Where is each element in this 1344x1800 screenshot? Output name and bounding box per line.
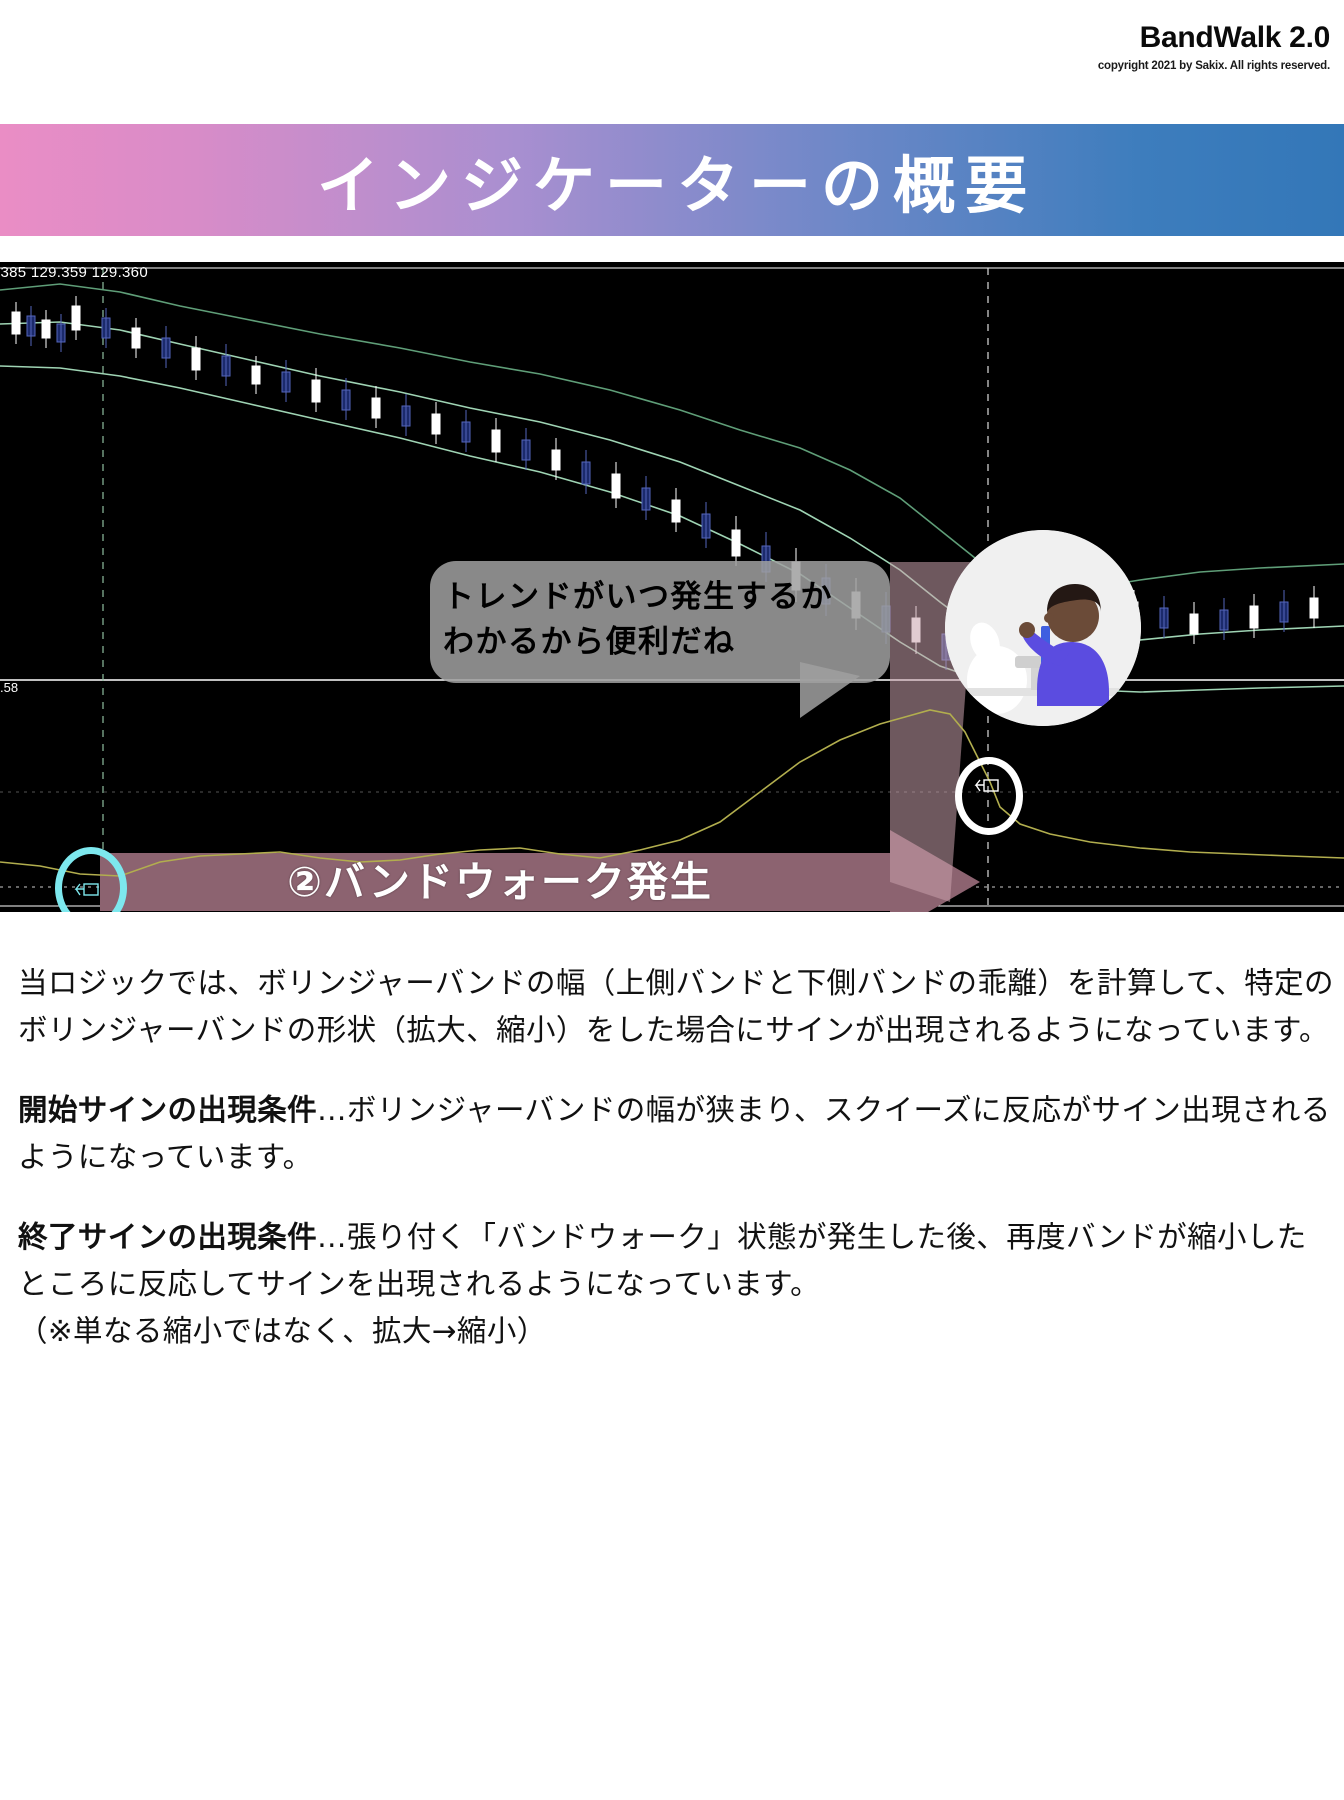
chart-screenshot: .385 129.359 129.360 .58 トレンドがいつ発生するか わか… <box>0 262 1344 912</box>
paragraph-2: 開始サインの出現条件…ボリンジャーバンドの幅が狭まり、スクイーズに反応がサイン出… <box>18 1087 1334 1180</box>
speech-bubble-text: トレンドがいつ発生するか わかるから便利だね <box>443 575 893 665</box>
paragraph-3-note: （※単なる縮小ではなく、拡大→縮小） <box>18 1313 547 1348</box>
copyright-text: copyright 2021 by Sakix. All rights rese… <box>1097 59 1330 72</box>
speech-line-1: トレンドがいつ発生するか <box>443 579 833 615</box>
title-banner: インジケーターの概要 <box>0 124 1344 236</box>
page-title: インジケーターの概要 <box>316 149 1037 222</box>
speech-bubble-tail <box>800 662 860 718</box>
paragraph-1: 当ロジックでは、ボリンジャーバンドの幅（上側バンドと下側バンドの乖離）を計算して… <box>18 966 1334 1047</box>
paragraph-3-text: …張り付く「バンドウォーク」状態が発生した後、再度バンドが縮小したところに反応し… <box>18 1220 1307 1302</box>
brand-block: BandWalk 2.0 copyright 2021 by Sakix. Al… <box>1098 22 1330 72</box>
avatar <box>945 530 1141 726</box>
paragraph-2-text: …ボリンジャーバンドの幅が狭まり、スクイーズに反応がサイン出現されるようになって… <box>18 1093 1331 1174</box>
price-labels: .385 129.359 129.360 <box>0 264 148 281</box>
speech-line-2: わかるから便利だね <box>443 623 736 660</box>
bandwalk-banner-label: ②バンドウォーク発生 <box>287 858 713 906</box>
paragraph-3-label: 終了サインの出現条件 <box>18 1220 318 1255</box>
body-copy: 当ロジックでは、ボリンジャーバンドの幅（上側バンドと下側バンドの乖離）を計算して… <box>18 960 1334 1354</box>
brand-title: BandWalk 2.0 <box>1139 21 1331 54</box>
page-header: BandWalk 2.0 copyright 2021 by Sakix. Al… <box>0 0 1344 115</box>
person-illustration-icon <box>945 530 1141 726</box>
paragraph-2-label: 開始サインの出現条件 <box>18 1093 318 1128</box>
paragraph-3: 終了サインの出現条件…張り付く「バンドウォーク」状態が発生した後、再度バンドが縮… <box>18 1214 1334 1354</box>
bandwalk-arrow-banner <box>100 562 980 912</box>
start-signal-marker <box>55 847 127 912</box>
end-signal-marker <box>955 757 1023 835</box>
subpanel-price-label: .58 <box>0 680 19 695</box>
